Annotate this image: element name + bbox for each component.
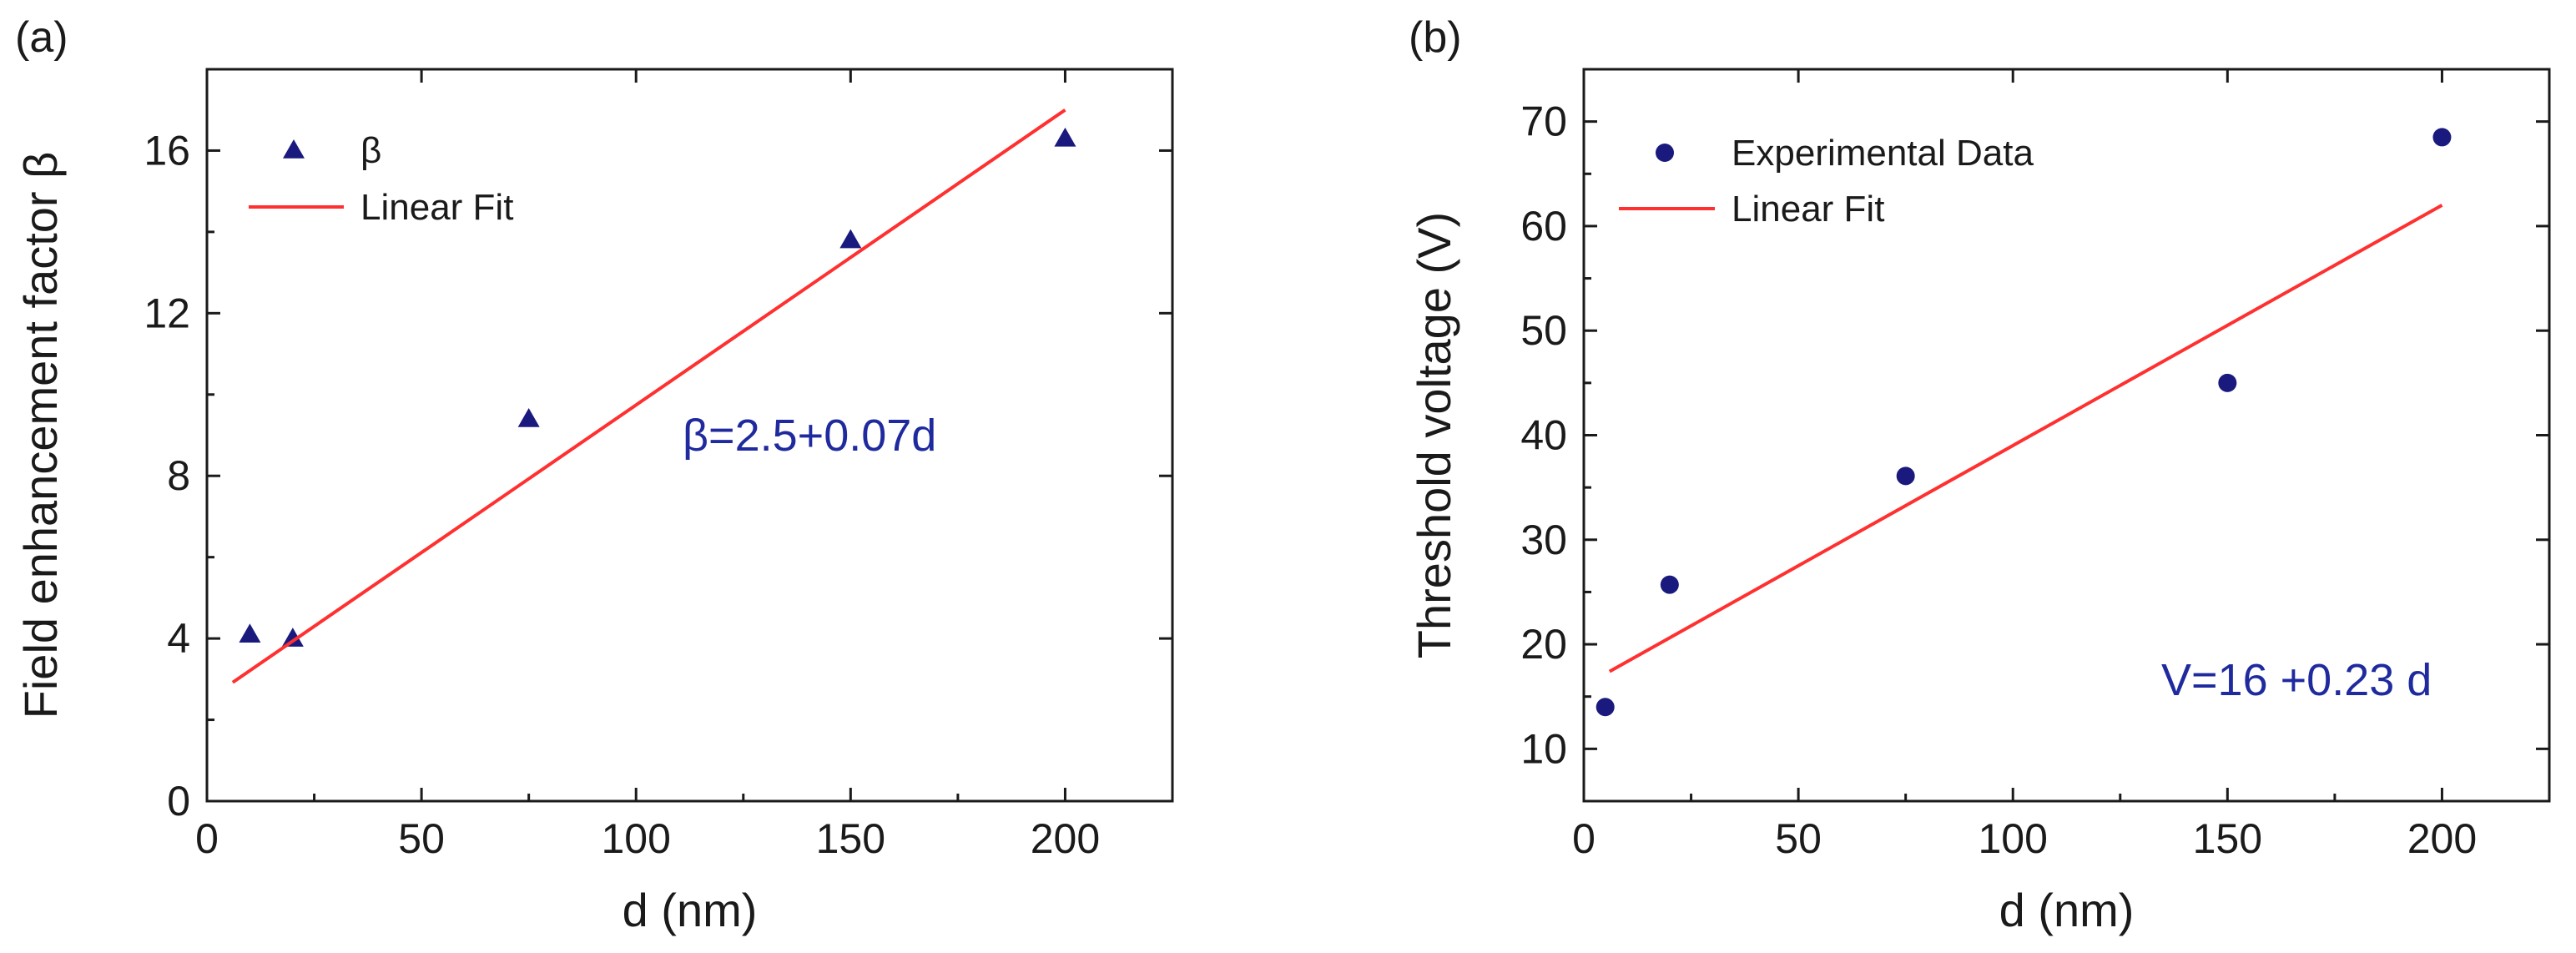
fit-equation: V=16 +0.23 d	[2161, 655, 2432, 705]
data-point-circle	[2432, 128, 2452, 147]
y-tick-label: 8	[167, 452, 190, 499]
data-point-circle	[1596, 698, 1615, 717]
x-tick-label: 0	[195, 815, 219, 862]
panel-label: (a)	[15, 13, 68, 62]
y-tick-label: 40	[1520, 412, 1567, 459]
legend-marker-triangle	[283, 139, 305, 159]
y-tick-label: 10	[1520, 725, 1567, 772]
legend-label-data: Experimental Data	[1732, 133, 2034, 174]
chart-panel-0: 0 50 100 150 200 0 4 8 12 16 d (nm) Field enhanceme…	[14, 13, 1174, 936]
x-tick-label: 200	[2407, 815, 2477, 862]
x-tick-label: 0	[1572, 815, 1596, 862]
x-tick-label: 200	[1031, 815, 1100, 862]
y-axis-title: Field enhancement factor β	[14, 152, 67, 719]
legend-label-fit: Linear Fit	[1732, 189, 1884, 229]
data-point-circle	[1896, 466, 1915, 486]
data-point-triangle	[517, 408, 540, 427]
legend-marker-circle	[1656, 144, 1674, 162]
chart-panel-1: 0 50 100 150 200 10 20 30 40 50 60 70 d (nm) Threshol…	[1408, 13, 2551, 936]
x-axis-title: d (nm)	[623, 884, 758, 936]
legend-label-fit: Linear Fit	[360, 187, 513, 228]
x-tick-label: 150	[2193, 815, 2262, 862]
x-tick-label: 50	[1775, 815, 1822, 862]
data-point-circle	[2218, 373, 2237, 392]
y-tick-label: 12	[144, 290, 190, 336]
y-tick-label: 4	[167, 615, 190, 662]
plot-frame	[205, 68, 1174, 803]
y-tick-label: 50	[1520, 307, 1567, 354]
data-point-triangle	[239, 623, 261, 643]
y-tick-label: 16	[144, 127, 190, 174]
y-axis-title: Threshold voltage (V)	[1408, 212, 1460, 658]
y-tick-label: 70	[1520, 98, 1567, 145]
linear-fit-line	[231, 108, 1066, 684]
x-axis-title: d (nm)	[1999, 884, 2135, 936]
y-tick-label: 20	[1520, 621, 1567, 668]
y-tick-label: 0	[167, 778, 190, 824]
data-point-circle	[1660, 575, 1679, 594]
y-tick-label: 30	[1520, 517, 1567, 563]
x-tick-label: 150	[816, 815, 885, 862]
panel-label: (b)	[1409, 13, 1462, 62]
data-point-triangle	[281, 628, 304, 647]
legend-label-data: β	[360, 130, 381, 171]
x-tick-label: 100	[1979, 815, 2048, 862]
linear-fit-line	[1608, 204, 2443, 673]
data-point-triangle	[839, 229, 862, 249]
x-tick-label: 50	[398, 815, 445, 862]
data-point-triangle	[1054, 127, 1076, 147]
fit-equation: β=2.5+0.07d	[683, 411, 936, 461]
y-tick-label: 60	[1520, 203, 1567, 250]
x-tick-label: 100	[602, 815, 671, 862]
